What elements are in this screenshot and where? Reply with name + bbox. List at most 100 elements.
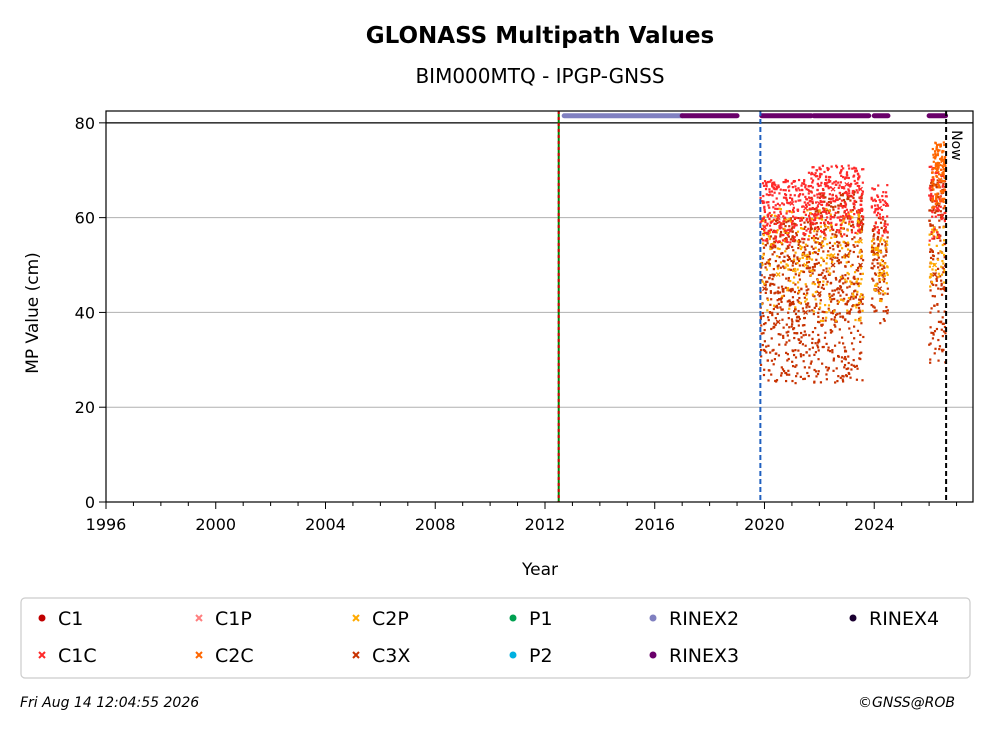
data-point [833, 310, 836, 313]
data-point [860, 322, 863, 325]
legend-label-c1c: C1C [58, 645, 97, 667]
data-point [788, 307, 791, 310]
data-point [856, 269, 860, 272]
data-point [811, 200, 814, 203]
data-point [841, 227, 844, 230]
data-point [861, 190, 865, 193]
data-point [932, 156, 935, 159]
data-point [773, 283, 776, 286]
data-point [818, 176, 822, 179]
data-point [850, 368, 853, 371]
data-point [859, 282, 862, 285]
data-point [872, 279, 875, 282]
data-point [821, 164, 825, 167]
data-point [827, 349, 830, 352]
data-point [878, 198, 881, 202]
data-point [834, 381, 837, 384]
data-point [831, 244, 834, 248]
data-point [761, 217, 765, 220]
data-point [775, 215, 781, 221]
data-point [937, 171, 940, 174]
data-point [882, 318, 885, 321]
data-point [928, 165, 931, 169]
series-c2p-points [870, 237, 889, 303]
data-point [842, 186, 845, 189]
data-point [843, 210, 847, 213]
data-point [870, 303, 873, 307]
data-point [857, 173, 860, 176]
data-point [839, 275, 842, 279]
data-point [832, 359, 835, 362]
data-point [858, 262, 863, 268]
data-point [843, 217, 846, 220]
data-point [833, 181, 836, 184]
data-point [848, 312, 851, 315]
data-point [808, 348, 811, 351]
data-point [934, 347, 937, 350]
data-point [852, 250, 855, 254]
data-point [799, 199, 802, 202]
data-point [816, 200, 822, 206]
data-point [785, 247, 788, 250]
data-point [790, 222, 794, 225]
data-point [762, 286, 767, 292]
data-point-mark [877, 286, 883, 292]
data-point [844, 278, 847, 281]
data-point [797, 246, 800, 250]
data-point [821, 319, 825, 323]
data-point [770, 247, 773, 250]
data-point [938, 149, 941, 152]
data-point [807, 267, 810, 270]
data-point [789, 300, 795, 306]
data-point [787, 201, 790, 205]
data-point [772, 187, 775, 190]
data-point [938, 162, 941, 165]
data-point [881, 278, 884, 281]
data-point [850, 282, 853, 286]
data-point [825, 270, 828, 273]
data-point [843, 357, 846, 360]
data-point [928, 233, 931, 236]
series-c2c-points [930, 141, 947, 209]
data-point [802, 210, 806, 213]
data-point [816, 205, 819, 208]
data-point [881, 290, 885, 293]
data-point [860, 221, 864, 224]
data-point [930, 231, 933, 234]
data-point [779, 261, 783, 264]
data-point [877, 229, 881, 232]
x-tick-label: 2004 [305, 515, 346, 534]
data-point-mark [877, 272, 883, 277]
data-point [879, 221, 883, 224]
data-point [804, 233, 807, 236]
data-point [847, 355, 850, 358]
data-point [871, 187, 874, 190]
data-point [813, 381, 816, 384]
data-point [931, 224, 934, 227]
data-point [775, 304, 779, 307]
data-point [832, 248, 835, 251]
data-point [817, 184, 820, 188]
data-point [834, 325, 837, 328]
data-point [780, 223, 784, 226]
data-point [818, 209, 821, 212]
data-point [806, 253, 809, 257]
data-point [819, 168, 822, 171]
data-point [877, 249, 880, 253]
data-point [776, 207, 779, 211]
data-point [934, 167, 940, 173]
data-point [797, 243, 800, 247]
data-point [814, 251, 817, 254]
data-point [788, 373, 791, 376]
data-point [843, 363, 847, 367]
data-point [808, 257, 811, 260]
data-point [830, 225, 833, 229]
data-point [862, 223, 865, 226]
data-point [856, 184, 859, 187]
data-point [813, 353, 816, 356]
data-point [879, 238, 882, 241]
data-point [882, 255, 885, 258]
data-point [763, 368, 766, 371]
legend-label-p1: P1 [529, 608, 553, 630]
data-point [766, 215, 770, 218]
